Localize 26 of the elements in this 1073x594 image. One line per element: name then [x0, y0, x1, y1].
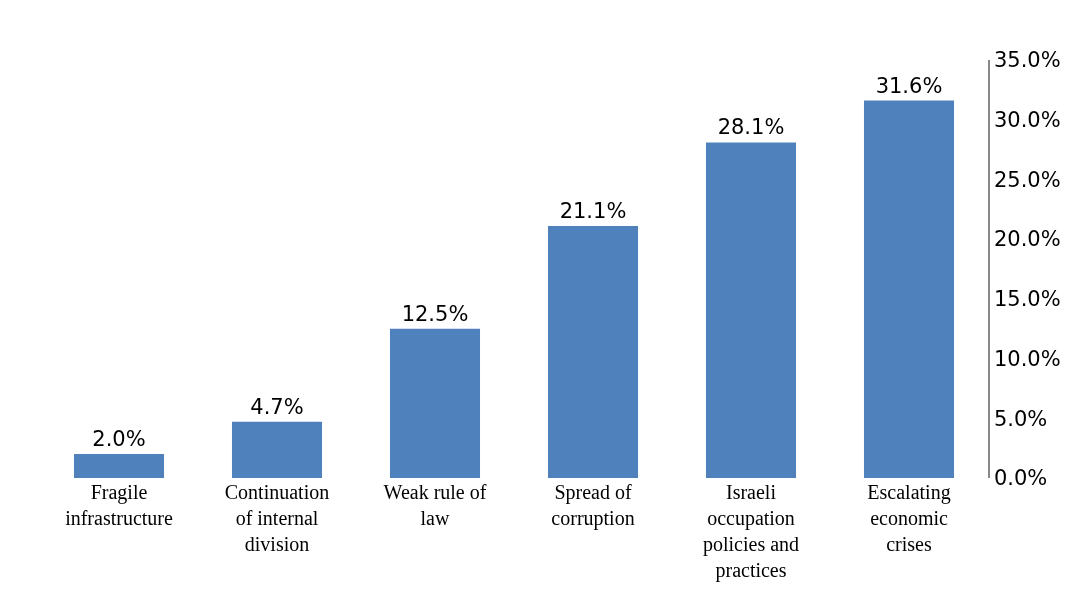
x-tick-label: Continuation of internal division: [224, 481, 330, 555]
bar: [863, 100, 955, 478]
data-label: 28.1%: [717, 115, 785, 140]
data-label: 21.1%: [559, 199, 627, 224]
data-label: 4.7%: [250, 394, 304, 419]
y-tick-label: 0.0%: [993, 466, 1048, 491]
y-tick-label: 25.0%: [993, 167, 1061, 192]
data-label: 2.0%: [92, 427, 146, 452]
x-tick-label: Weak rule of law: [383, 481, 487, 529]
y-tick-label: 20.0%: [993, 227, 1061, 252]
data-label: 12.5%: [401, 301, 469, 326]
y-tick-label: 15.0%: [993, 287, 1061, 312]
bar: [73, 454, 165, 478]
y-tick-label: 5.0%: [993, 406, 1048, 431]
x-tick-label: Israeli occupation policies and practices: [702, 481, 800, 582]
x-tick-label: Fragile infrastructure: [65, 481, 173, 529]
bar: [389, 328, 481, 478]
data-label: 31.6%: [875, 73, 943, 98]
bar: [705, 142, 797, 478]
x-tick-label: Spread of corruption: [551, 481, 635, 530]
y-tick-label: 35.0%: [993, 48, 1061, 73]
y-tick-label: 30.0%: [993, 108, 1061, 133]
bar: [231, 421, 323, 478]
x-tick-label: Escalating economic crises: [867, 481, 951, 555]
y-tick-label: 10.0%: [993, 346, 1061, 371]
bar: [547, 226, 639, 478]
